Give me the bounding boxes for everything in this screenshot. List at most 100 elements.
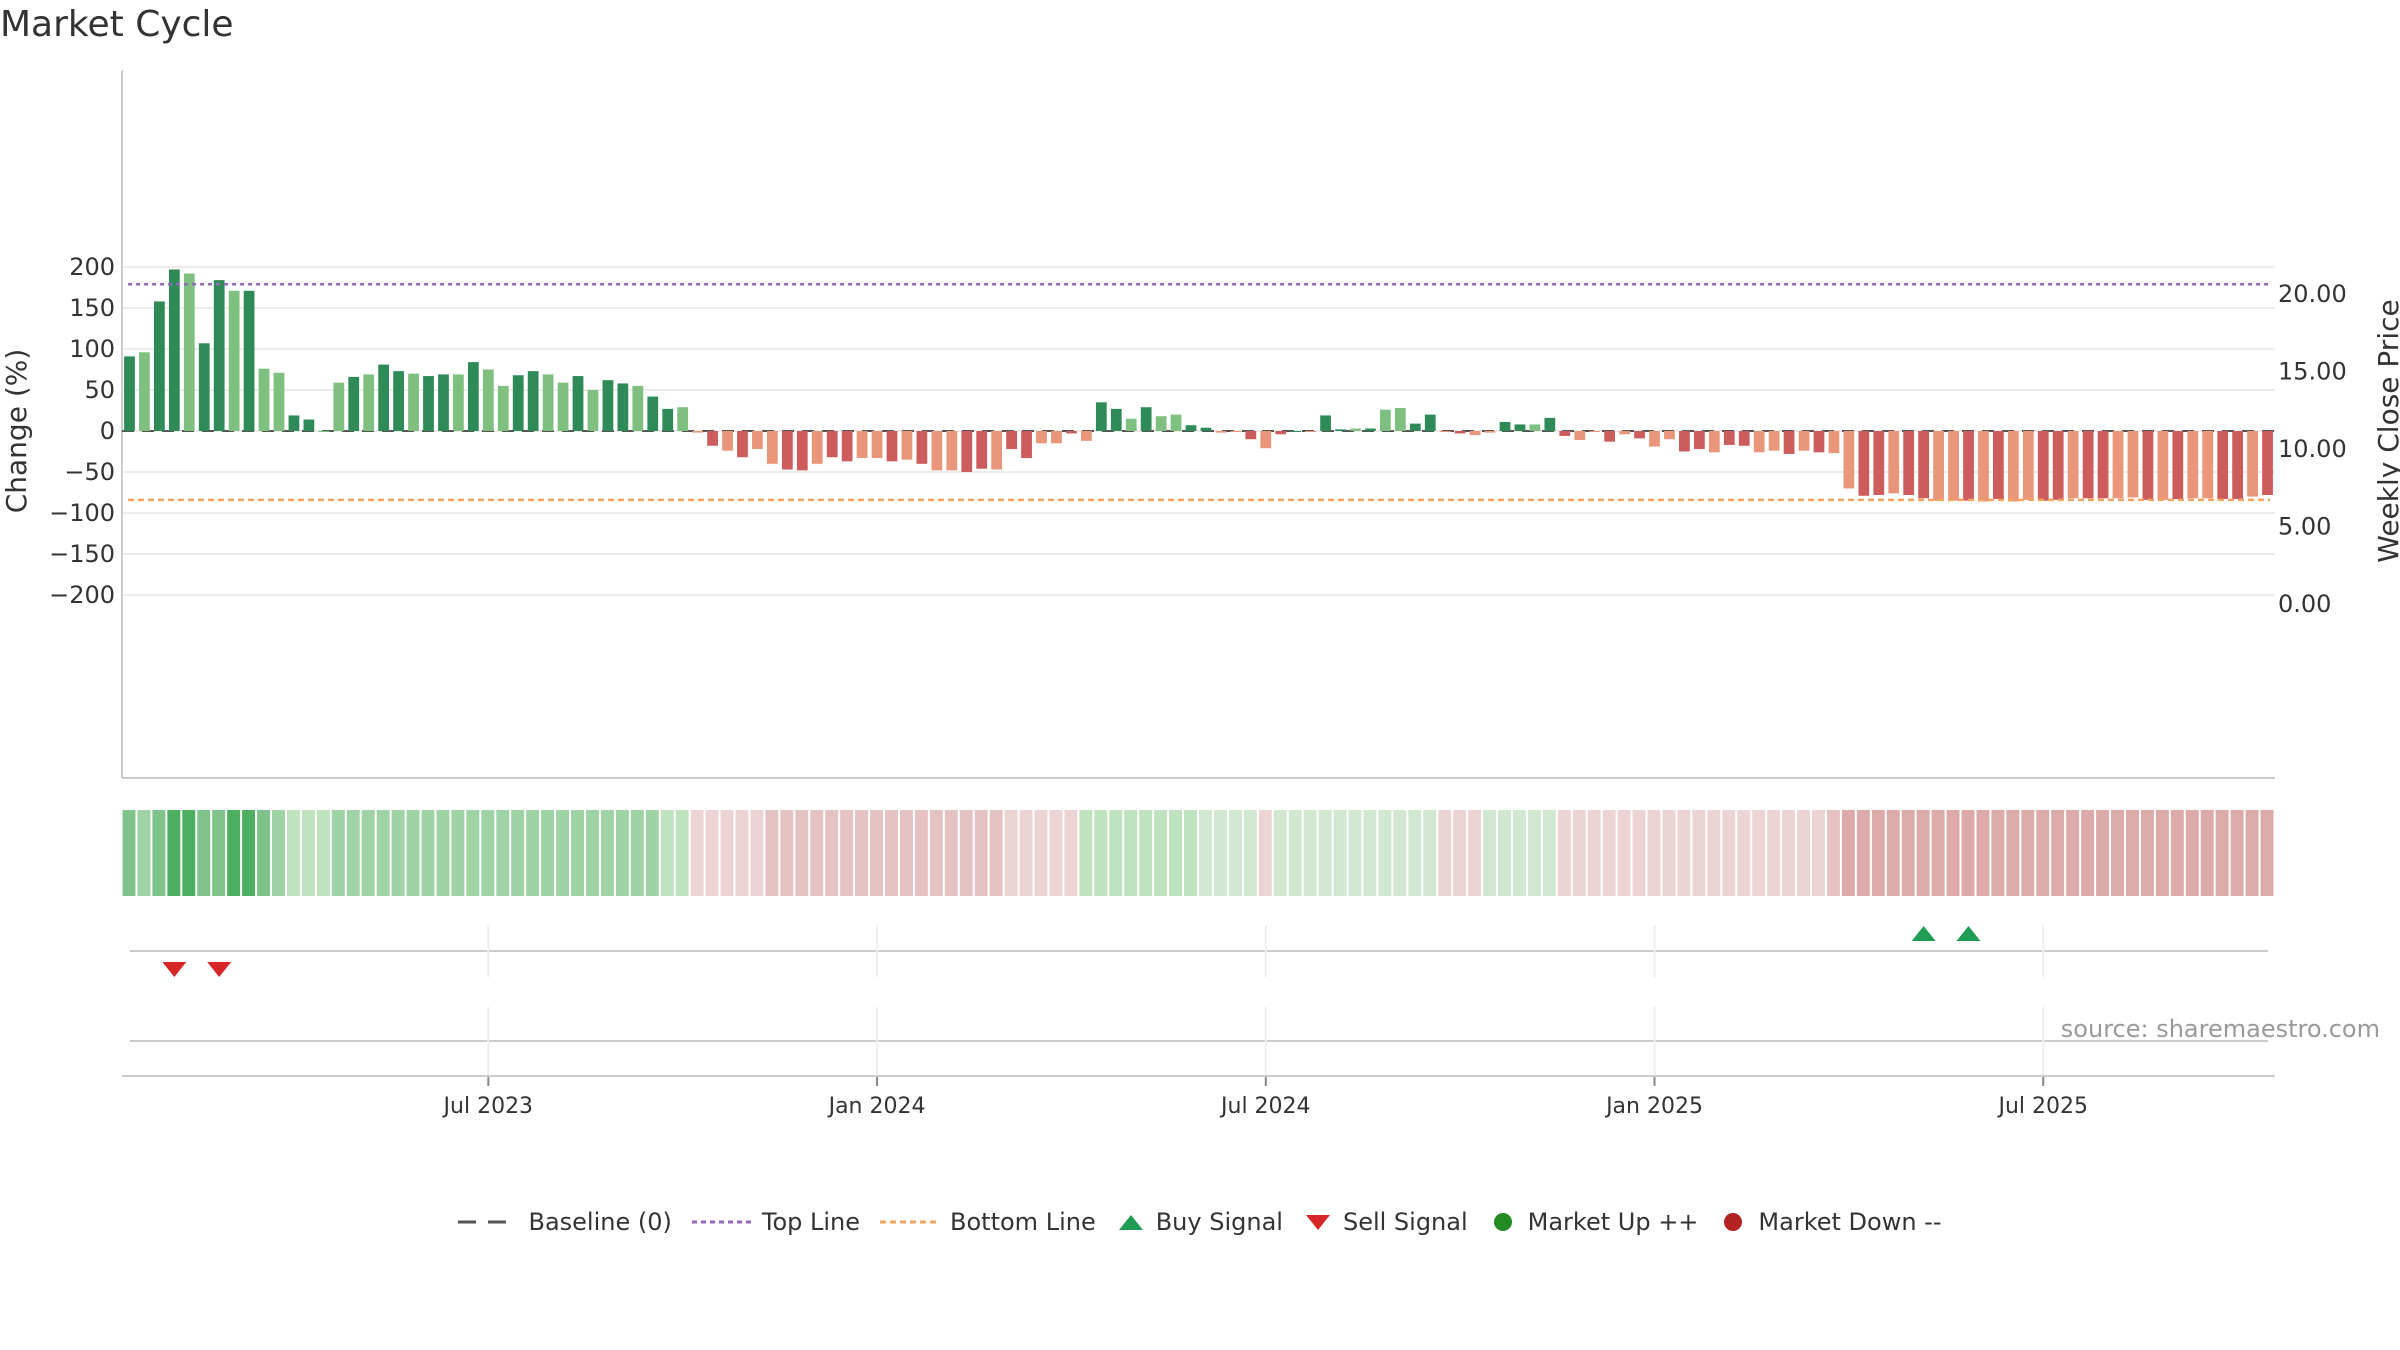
heat-cell xyxy=(585,810,599,896)
heat-cell xyxy=(2021,810,2035,896)
heat-cell xyxy=(2140,810,2154,896)
bar xyxy=(1200,427,1212,431)
bar xyxy=(1858,431,1870,496)
legend-label: Bottom Line xyxy=(950,1208,1096,1236)
legend-item: Buy Signal xyxy=(1116,1208,1283,1236)
bar xyxy=(1679,431,1690,452)
bar xyxy=(1723,431,1735,445)
bar xyxy=(1948,431,1959,501)
y-tick-label: −200 xyxy=(49,581,115,609)
y-right-tick-label: 5.00 xyxy=(2278,513,2331,541)
heat-cell xyxy=(1991,810,2005,896)
heat-cell xyxy=(1333,810,1347,896)
bar xyxy=(1290,431,1302,432)
heat-cell xyxy=(780,810,794,896)
heat-cell xyxy=(2245,810,2259,896)
bar xyxy=(497,385,509,431)
heat-cell xyxy=(286,810,300,896)
heat-cell xyxy=(376,810,390,896)
bar xyxy=(438,374,449,431)
bar xyxy=(617,383,629,431)
heat-cell xyxy=(1826,810,1840,896)
heat-cell xyxy=(1438,810,1452,896)
legend-item: Market Up ++ xyxy=(1488,1208,1698,1236)
heat-cell xyxy=(840,810,854,896)
bar xyxy=(2052,431,2064,500)
heat-cell xyxy=(122,810,136,896)
bar xyxy=(976,431,988,469)
bar xyxy=(1559,431,1571,436)
bar xyxy=(1529,424,1541,431)
bar xyxy=(737,431,748,458)
heat-cell xyxy=(1946,810,1960,896)
heat-cell xyxy=(1139,810,1153,896)
y-right-tick-label: 10.00 xyxy=(2278,435,2347,463)
heat-cell xyxy=(1273,810,1287,896)
bar xyxy=(1454,431,1466,434)
legend-item: Top Line xyxy=(691,1208,860,1236)
bar xyxy=(1708,431,1720,453)
heat-cell xyxy=(1184,810,1197,896)
bar xyxy=(124,356,135,431)
y-tick-label: −50 xyxy=(64,458,115,486)
triangle-down-icon xyxy=(1303,1210,1343,1234)
bar xyxy=(1993,431,2004,500)
bar xyxy=(1245,431,1257,440)
heat-cell xyxy=(197,810,211,896)
heat-cell xyxy=(511,810,525,896)
bar xyxy=(1380,409,1391,431)
bar xyxy=(572,376,584,431)
heat-cell xyxy=(1079,810,1093,896)
heat-cell xyxy=(1258,810,1272,896)
bar xyxy=(961,431,973,472)
bar xyxy=(1125,418,1137,431)
bar xyxy=(1215,431,1227,433)
heat-cell xyxy=(1169,810,1183,896)
heat-cell xyxy=(1587,810,1601,896)
heat-cell xyxy=(481,810,495,896)
heat-cell xyxy=(944,810,958,896)
bar xyxy=(1230,431,1242,432)
x-tick-label: Jul 2025 xyxy=(1996,1094,2088,1119)
heat-cell xyxy=(645,810,659,896)
bar xyxy=(2007,431,2019,502)
y-right-tick-label: 0.00 xyxy=(2278,590,2331,618)
bar xyxy=(2097,431,2109,499)
bar xyxy=(1021,431,1032,459)
heat-cell xyxy=(406,810,420,896)
heat-cell xyxy=(1602,810,1616,896)
bar xyxy=(2187,431,2199,499)
bar xyxy=(2022,431,2034,500)
heat-cell xyxy=(660,810,674,896)
bar xyxy=(1873,431,1885,495)
heat-cell xyxy=(2155,810,2169,896)
heat-cell xyxy=(1393,810,1407,896)
heat-cell xyxy=(989,810,1003,896)
bar xyxy=(243,290,255,431)
heat-cell xyxy=(242,810,256,896)
heat-cell xyxy=(929,810,943,896)
heat-cell xyxy=(1976,810,1990,896)
heat-cell xyxy=(1797,810,1811,896)
bar xyxy=(1170,414,1182,431)
bar xyxy=(542,374,554,431)
heat-cell xyxy=(1034,810,1048,896)
bar xyxy=(1036,431,1047,444)
bar xyxy=(1514,424,1526,431)
y-tick-label: 100 xyxy=(69,335,115,363)
bar xyxy=(1439,431,1451,432)
bar xyxy=(1634,431,1645,439)
heat-cell xyxy=(167,810,181,896)
heat-cell xyxy=(1049,810,1063,896)
bar xyxy=(677,407,689,431)
bar xyxy=(1260,431,1272,449)
heat-cell xyxy=(152,810,166,896)
heat-cell xyxy=(959,810,973,896)
heat-cell xyxy=(526,810,540,896)
bar xyxy=(1095,402,1107,431)
y-right-axis-title: Weekly Close Price xyxy=(2372,299,2400,562)
bar xyxy=(647,396,659,431)
bar xyxy=(258,368,270,431)
heat-cell xyxy=(735,810,749,896)
bar xyxy=(587,390,599,431)
